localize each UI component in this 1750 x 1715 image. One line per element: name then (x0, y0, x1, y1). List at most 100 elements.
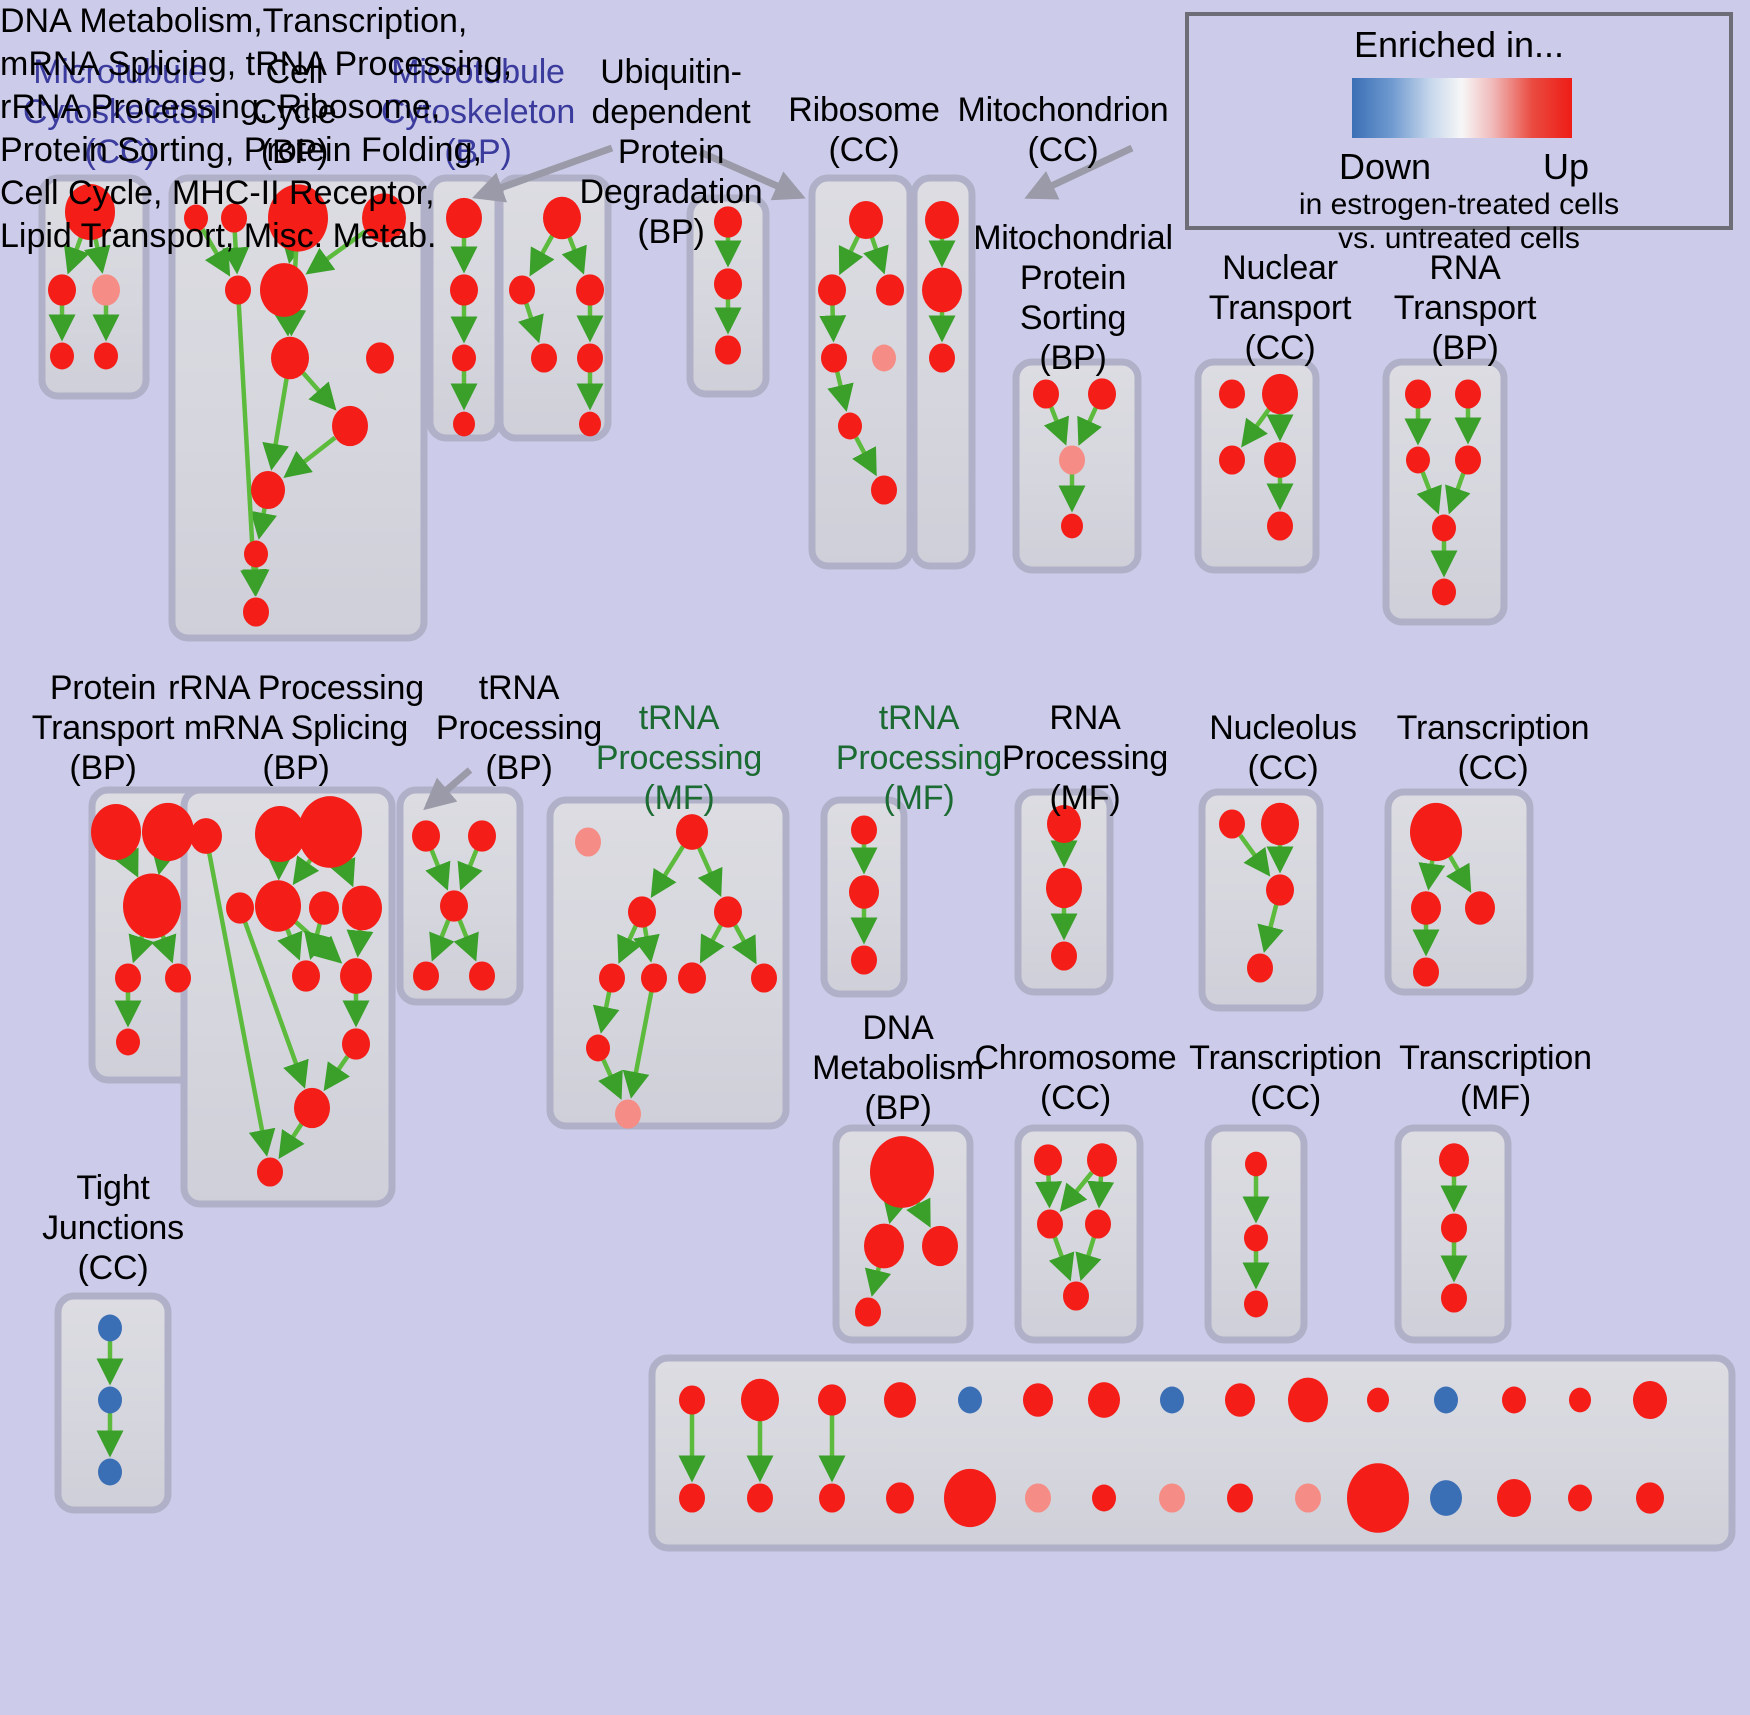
node (1247, 953, 1273, 983)
node (1502, 1386, 1526, 1414)
edge (622, 991, 654, 1099)
node (925, 200, 959, 240)
node (342, 1028, 370, 1060)
node (849, 875, 879, 909)
node (818, 274, 846, 306)
node (1347, 1463, 1409, 1533)
node (1455, 445, 1481, 475)
cluster-label-rrna-processing-mrna-splicing-bp: rRNA Processing mRNA Splicing (BP) (168, 669, 424, 787)
node (309, 891, 339, 925)
legend-subtitle-line1: in estrogen-treated cells (1298, 188, 1620, 221)
node (1441, 1213, 1467, 1243)
node (818, 1384, 846, 1416)
cluster-label-ubiquitin-dependent-protein-degradation-bp: Ubiquitin- dependent Protein Degradation… (579, 53, 763, 251)
node (468, 820, 496, 852)
node (50, 342, 74, 370)
node (1410, 802, 1462, 862)
node (679, 1385, 705, 1415)
node (226, 892, 254, 924)
node (98, 1314, 122, 1342)
edge (84, 237, 111, 274)
node (922, 1225, 958, 1267)
edge (323, 1055, 351, 1092)
node (851, 815, 877, 845)
edge (262, 377, 289, 471)
node (92, 274, 120, 306)
edge (330, 857, 356, 888)
edge (864, 1265, 892, 1297)
node (849, 200, 883, 240)
node (1430, 1480, 1462, 1516)
node (48, 274, 76, 306)
cluster-label-protein-transport-bp: Protein Transport (BP) (31, 669, 175, 787)
node (257, 1157, 283, 1187)
node (165, 963, 191, 993)
node (876, 274, 904, 306)
legend-title: Enriched in... (1353, 24, 1565, 65)
callout-arrow (698, 148, 806, 201)
edge (63, 235, 90, 275)
node (641, 963, 667, 993)
node (1088, 1382, 1120, 1418)
node (1037, 1209, 1063, 1239)
panel-group (38, 174, 1736, 1552)
node (98, 1386, 122, 1414)
node (1219, 809, 1245, 839)
node (1087, 1143, 1117, 1177)
node (751, 963, 777, 993)
node (243, 597, 269, 627)
edge (1257, 903, 1284, 953)
node (1367, 1387, 1389, 1413)
node (1051, 941, 1077, 971)
node (886, 1482, 914, 1514)
cluster-panel-misc-wide-panel (648, 1354, 1736, 1552)
cluster-label-mitochondrial-protein-sorting-bp: Mitochondrial Protein Sorting (BP) (973, 219, 1173, 377)
edge (425, 849, 451, 891)
legend-subtitle-line2: vs. untreated cells (1338, 222, 1580, 255)
node (714, 896, 742, 928)
cluster-label-trna-processing-mf-1: tRNA Processing (MF) (595, 699, 763, 817)
node (679, 1483, 705, 1513)
node (412, 820, 440, 852)
edge (1077, 406, 1102, 446)
edge (457, 849, 483, 891)
node (251, 470, 285, 510)
node (123, 873, 181, 939)
edge (1416, 471, 1442, 515)
node (676, 814, 708, 850)
node (714, 206, 742, 238)
edge (242, 921, 309, 1089)
cluster-label-transcription-mf: Transcription (MF) (1399, 1039, 1592, 1117)
node (366, 342, 394, 374)
node (65, 184, 115, 240)
node (1432, 578, 1456, 606)
node (1244, 1224, 1268, 1252)
node (450, 274, 478, 306)
node (1439, 1143, 1469, 1177)
node (576, 274, 604, 306)
legend-box: Enriched in... Down Up in estrogen-treat… (1185, 12, 1733, 255)
node (531, 343, 557, 373)
cluster-label-cell-cycle-bp: Cell Cycle (BP) (252, 53, 337, 171)
node (362, 193, 406, 243)
node (1023, 1383, 1053, 1417)
node (579, 411, 601, 437)
cluster-label-ribosome-cc: Ribosome (CC) (788, 91, 940, 169)
edge (617, 924, 642, 964)
node (715, 335, 741, 365)
node (929, 343, 955, 373)
edge (1035, 1174, 1063, 1209)
node (1262, 373, 1298, 415)
cluster-label-nucleolus-cc: Nucleolus (CC) (1209, 709, 1357, 787)
edge (650, 845, 685, 899)
cluster-panel-nucleolus-cc (1198, 788, 1324, 1012)
node (1569, 1387, 1591, 1413)
cluster-label-chromosome-cc: Chromosome (CC) (974, 1039, 1177, 1117)
node (1497, 1478, 1531, 1518)
edge (346, 928, 374, 958)
edge (206, 852, 276, 1157)
node (714, 268, 742, 300)
legend-subtitle: in estrogen-treated cells vs. untreated … (1189, 188, 1729, 256)
edge (305, 229, 367, 275)
